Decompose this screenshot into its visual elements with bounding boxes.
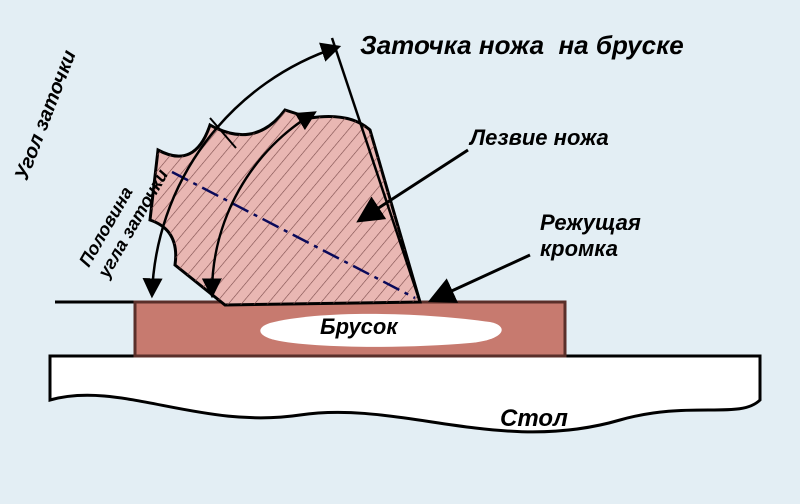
stone-label: Брусок xyxy=(320,314,398,340)
blade-label: Лезвие ножа xyxy=(470,125,609,151)
table-shape xyxy=(50,356,760,432)
table-label: Стол xyxy=(500,405,568,434)
edge-label: Режущая кромка xyxy=(540,210,641,263)
title-label: Заточка ножа на бруске xyxy=(360,30,684,61)
arrow-edge xyxy=(432,255,530,300)
